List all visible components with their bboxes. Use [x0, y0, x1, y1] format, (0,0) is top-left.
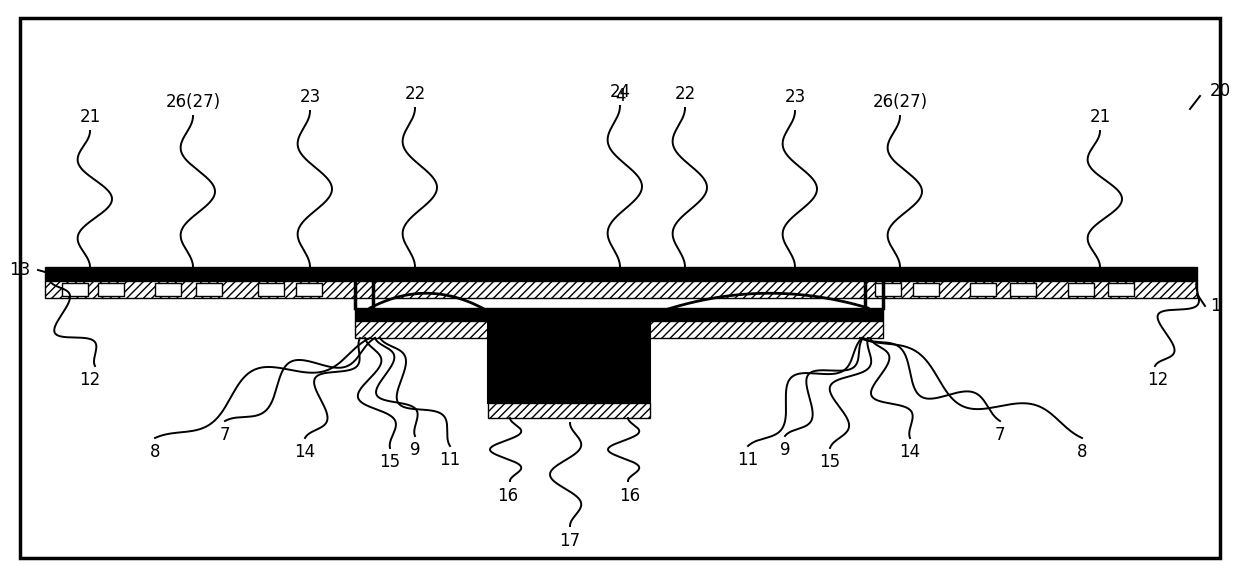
Text: 16: 16	[620, 487, 641, 505]
Text: 22: 22	[675, 85, 696, 103]
Text: 8: 8	[1076, 443, 1087, 461]
Text: 21: 21	[1090, 108, 1111, 126]
Text: 15: 15	[820, 453, 841, 471]
Text: 11: 11	[439, 451, 460, 469]
Bar	[489, 321, 650, 403]
Bar	[45, 267, 1197, 281]
Bar	[913, 283, 939, 296]
Text: 7: 7	[994, 426, 1006, 444]
Bar	[155, 283, 181, 296]
Bar	[970, 283, 996, 296]
Text: 24: 24	[609, 83, 631, 101]
Text: 9: 9	[409, 441, 420, 459]
Bar	[875, 283, 901, 296]
Bar	[355, 321, 883, 338]
Bar	[489, 403, 650, 418]
Text: 26(27): 26(27)	[873, 93, 928, 111]
Text: 14: 14	[294, 443, 315, 461]
Text: 14: 14	[899, 443, 920, 461]
Bar	[258, 283, 284, 296]
Text: 26(27): 26(27)	[165, 93, 221, 111]
Bar	[1068, 283, 1094, 296]
Bar	[98, 283, 124, 296]
Text: 12: 12	[79, 371, 100, 389]
Bar	[1109, 283, 1135, 296]
Bar	[196, 283, 222, 296]
Bar	[355, 308, 883, 321]
Bar	[45, 281, 1197, 298]
Bar	[296, 283, 322, 296]
Text: 13: 13	[9, 261, 30, 279]
Text: 8: 8	[150, 443, 160, 461]
Text: 17: 17	[559, 532, 580, 550]
Text: 11: 11	[738, 451, 759, 469]
Bar	[62, 283, 88, 296]
Text: 21: 21	[79, 108, 100, 126]
Text: 7: 7	[219, 426, 231, 444]
Text: 16: 16	[497, 487, 518, 505]
Text: 12: 12	[1147, 371, 1168, 389]
Text: 22: 22	[404, 85, 425, 103]
Text: 23: 23	[299, 88, 321, 106]
Text: 23: 23	[785, 88, 806, 106]
Bar	[1011, 283, 1035, 296]
Text: 9: 9	[780, 441, 790, 459]
Text: 15: 15	[379, 453, 401, 471]
Text: 1: 1	[1210, 297, 1220, 315]
Text: 4: 4	[615, 87, 625, 105]
Text: 20: 20	[1210, 82, 1231, 100]
